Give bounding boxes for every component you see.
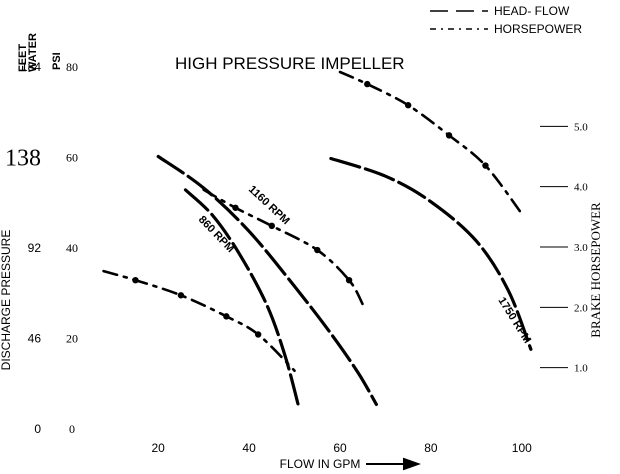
psi-unit-label: PSI xyxy=(51,52,63,70)
axis-ticks: 20 40 60 80 100 0 46 92 138 184 0 20 40 60 80 1.0 2.0 3.0… xyxy=(5,60,588,455)
legend: HEAD- FLOW HORSEPOWER xyxy=(430,4,582,36)
x-tick-label: 40 xyxy=(242,441,256,455)
x-tick-label: 60 xyxy=(333,441,347,455)
horsepower-curve xyxy=(102,269,296,372)
y-axis-label-left: DISCHARGE PRESSURE xyxy=(0,230,13,371)
x-axis-title: FLOW IN GPM xyxy=(280,457,421,471)
feet-tick-label: 92 xyxy=(28,241,42,255)
horsepower-point xyxy=(268,222,276,230)
psi-tick-label: 60 xyxy=(66,151,78,165)
water-unit: WATER xyxy=(27,33,39,72)
y-axis-label-right: BRAKE HORSEPOWER xyxy=(588,202,603,338)
chart-title: HIGH PRESSURE IMPELLER xyxy=(175,54,405,73)
feet-tick-label: 0 xyxy=(34,422,41,436)
horsepower-curve xyxy=(338,70,524,216)
hp-tick-label: 1.0 xyxy=(574,363,588,375)
x-axis-label: FLOW IN GPM xyxy=(280,457,361,471)
horsepower-point xyxy=(314,246,321,254)
feet-tick-label: 46 xyxy=(28,332,42,346)
hp-tick-label: 3.0 xyxy=(574,242,588,254)
head-flow-curve xyxy=(156,154,378,406)
legend-horsepower-label: HORSEPOWER xyxy=(494,22,582,36)
head-flow-curve xyxy=(329,156,533,351)
psi-tick-label: 80 xyxy=(66,60,78,74)
feet-tick-label: 138 xyxy=(5,146,41,172)
feet-water-label: FEET WATER xyxy=(17,33,39,72)
psi-tick-label: 0 xyxy=(69,422,75,436)
psi-tick-label: 20 xyxy=(66,332,78,346)
hp-tick-label: 4.0 xyxy=(574,182,588,194)
legend-head-flow-label: HEAD- FLOW xyxy=(494,4,570,18)
feet-unit: FEET xyxy=(17,44,29,72)
horsepower-point xyxy=(364,80,371,88)
x-axis-arrow-icon xyxy=(366,457,421,471)
horsepower-point xyxy=(345,276,353,284)
horsepower-point xyxy=(132,276,139,284)
horsepower-point xyxy=(232,204,239,211)
x-tick-label: 100 xyxy=(512,441,532,455)
horsepower-point xyxy=(482,162,489,169)
curve-label-1160-rpm: 1160 RPM xyxy=(246,183,292,227)
hp-tick-label: 2.0 xyxy=(574,302,588,314)
horsepower-point xyxy=(445,132,453,139)
horsepower-point xyxy=(404,102,412,109)
hp-tick-label: 5.0 xyxy=(574,121,588,133)
psi-tick-label: 40 xyxy=(66,241,78,255)
x-tick-label: 80 xyxy=(424,441,438,455)
feet-tick-label: 184 xyxy=(21,60,41,74)
x-tick-label: 20 xyxy=(152,441,166,455)
horsepower-point xyxy=(177,292,185,299)
horsepower-point xyxy=(223,313,230,320)
chart-marks xyxy=(102,70,568,410)
horsepower-point xyxy=(254,331,262,338)
